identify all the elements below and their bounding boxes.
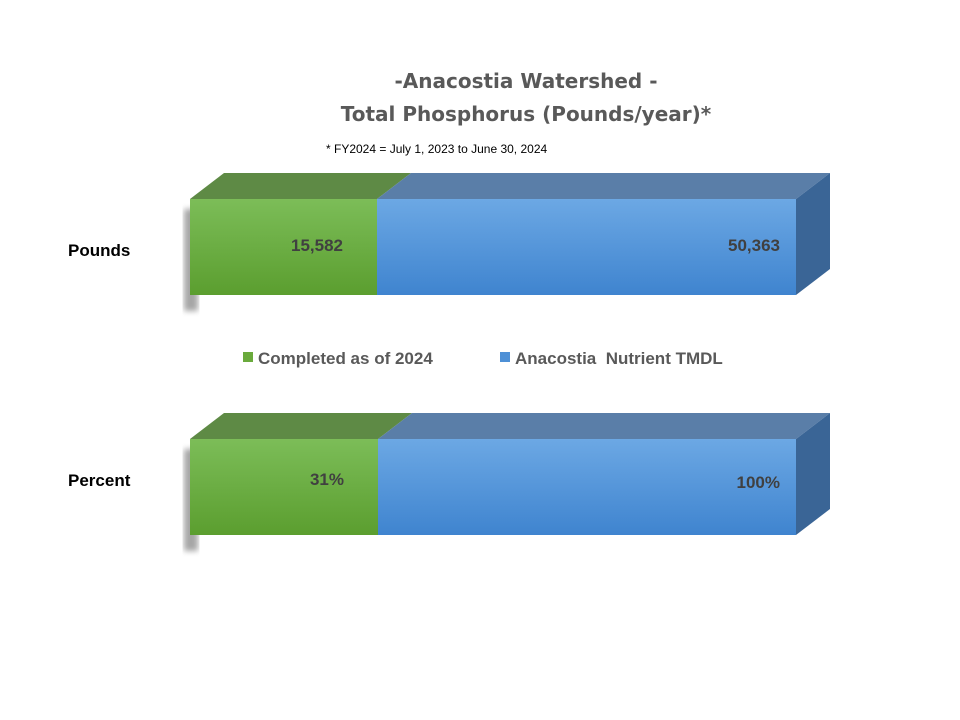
bars-layer: 15,582 50,363 31% 100% (184, 173, 830, 551)
legend: Completed as of 2024 Anacostia Nutrient … (243, 349, 723, 368)
data-label-completed-pounds: 15,582 (291, 236, 343, 255)
legend-swatch-completed (243, 352, 253, 362)
bar-top-completed-percent (190, 413, 412, 439)
bar-top-tmdl-percent (378, 413, 830, 439)
bar-side-tmdl-pounds (796, 173, 830, 295)
bar-tmdl-percent (378, 439, 796, 535)
data-label-completed-percent: 31% (310, 470, 344, 489)
category-label-pounds: Pounds (68, 241, 130, 260)
chart-footnote: * FY2024 = July 1, 2023 to June 30, 2024 (326, 142, 547, 156)
legend-label-completed: Completed as of 2024 (258, 349, 433, 368)
data-label-tmdl-pounds: 50,363 (728, 236, 780, 255)
bar-tmdl-pounds (377, 199, 796, 295)
legend-swatch-tmdl (500, 352, 510, 362)
bar-top-completed-pounds (190, 173, 411, 199)
legend-label-tmdl: Anacostia Nutrient TMDL (515, 349, 723, 368)
bar-top-tmdl-pounds (377, 173, 830, 199)
category-label-percent: Percent (68, 471, 131, 490)
chart-title-line1: -Anacostia Watershed - (394, 69, 657, 93)
bar-completed-percent (190, 439, 378, 535)
bar-completed-pounds (190, 199, 377, 295)
chart-title-line2: Total Phosphorus (Pounds/year)* (341, 102, 712, 126)
bar-side-tmdl-percent (796, 413, 830, 535)
data-label-tmdl-percent: 100% (737, 473, 780, 492)
